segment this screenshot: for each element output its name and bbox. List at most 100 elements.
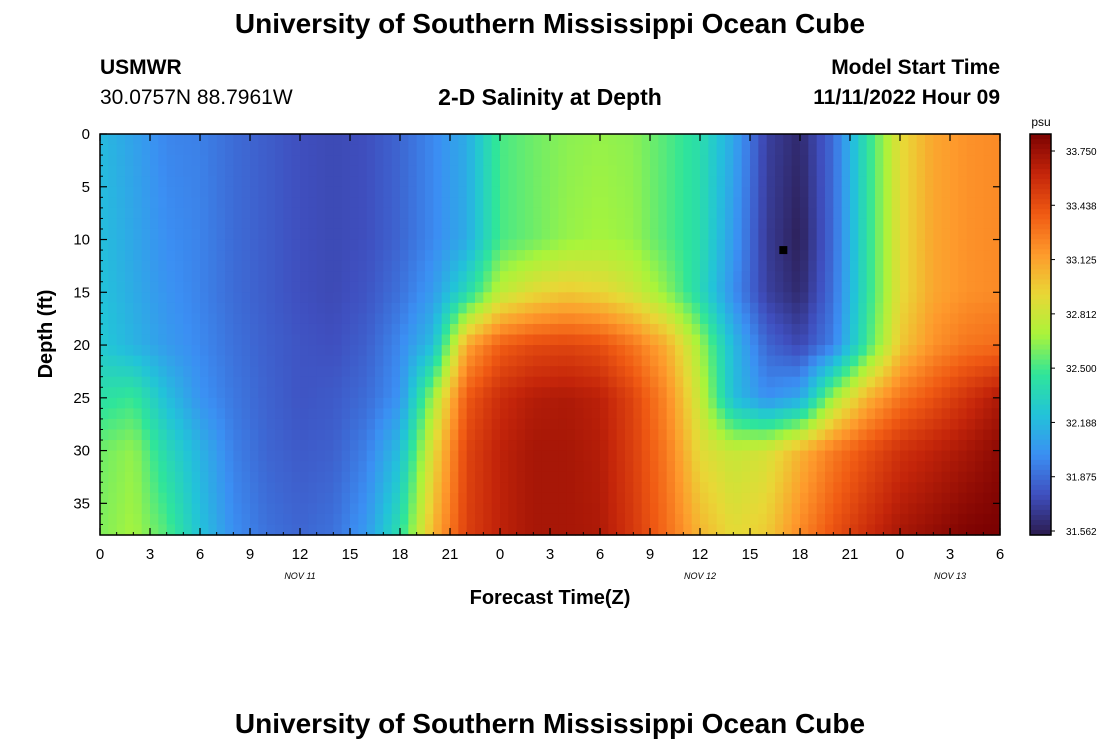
heatmap-cell — [125, 271, 134, 283]
heatmap-cell — [950, 397, 959, 409]
heatmap-cell — [233, 513, 243, 526]
heatmap-cell — [875, 450, 884, 462]
heatmap-cell — [958, 397, 968, 409]
heatmap-cell — [766, 408, 776, 420]
heatmap-cell — [983, 260, 993, 272]
heatmap-cell — [241, 134, 251, 146]
heatmap-cell — [200, 418, 209, 431]
heatmap-cell — [683, 207, 693, 220]
heatmap-cell — [966, 165, 976, 177]
heatmap-cell — [333, 197, 343, 209]
colorbar-band — [1030, 204, 1051, 210]
heatmap-cell — [750, 250, 759, 262]
colorbar-band — [1030, 364, 1051, 371]
heatmap-cell — [641, 144, 651, 156]
heatmap-cell — [566, 440, 576, 452]
heatmap-cell — [225, 260, 234, 272]
heatmap-cell — [841, 397, 851, 409]
heatmap-cell — [391, 429, 401, 441]
heatmap-cell — [433, 313, 443, 325]
heatmap-cell — [833, 186, 843, 198]
heatmap-cell — [200, 334, 209, 346]
heatmap-cell — [591, 408, 601, 420]
heatmap-cell — [175, 334, 184, 346]
colorbar-band — [1030, 339, 1051, 346]
heatmap-cell — [316, 176, 326, 188]
heatmap-cell — [291, 440, 301, 452]
heatmap-cell — [516, 387, 526, 399]
heatmap-cell — [941, 292, 951, 304]
colorbar-band — [1030, 399, 1051, 406]
heatmap-cell — [725, 334, 734, 346]
heatmap-cell — [483, 418, 493, 431]
heatmap-cell — [300, 408, 309, 420]
heatmap-cell — [175, 144, 184, 156]
heatmap-cell — [191, 144, 201, 156]
heatmap-cell — [475, 524, 484, 536]
heatmap-cell — [125, 503, 134, 515]
heatmap-cell — [658, 334, 668, 346]
heatmap-cell — [541, 366, 551, 378]
heatmap-cell — [775, 471, 784, 483]
heatmap-cell — [858, 387, 868, 399]
heatmap-cell — [816, 271, 826, 283]
heatmap-cell — [433, 492, 443, 504]
heatmap-cell — [716, 418, 726, 431]
heatmap-cell — [200, 440, 209, 452]
heatmap-cell — [275, 176, 284, 188]
x-tick-label: 3 — [146, 546, 154, 563]
heatmap-cell — [375, 186, 384, 198]
heatmap-cell — [716, 524, 726, 536]
y-tick-label: 10 — [73, 232, 90, 249]
heatmap-cell — [175, 513, 184, 526]
heatmap-cell — [700, 524, 709, 536]
heatmap-cell — [766, 239, 776, 251]
colorbar-band — [1030, 504, 1051, 511]
heatmap-cell — [925, 387, 934, 399]
heatmap-cell — [891, 440, 901, 452]
heatmap-cell — [258, 471, 268, 483]
heatmap-cell — [475, 482, 484, 494]
heatmap-cell — [358, 218, 368, 230]
heatmap-cell — [566, 418, 576, 431]
heatmap-cell — [541, 440, 551, 452]
heatmap-cell — [291, 144, 301, 156]
heatmap-cell — [950, 313, 959, 325]
heatmap-cell — [966, 228, 976, 241]
colorbar-band — [1030, 429, 1051, 436]
heatmap-cell — [191, 281, 201, 293]
heatmap-cell — [275, 482, 284, 494]
heatmap-cell — [883, 366, 893, 378]
heatmap-cell — [566, 271, 576, 283]
heatmap-cell — [675, 397, 684, 409]
heatmap-cell — [533, 197, 543, 209]
heatmap-cell — [583, 408, 593, 420]
heatmap-cell — [325, 334, 334, 346]
heatmap-cell — [775, 207, 784, 220]
colorbar-band — [1030, 199, 1051, 205]
heatmap-cell — [158, 429, 168, 441]
heatmap-cell — [433, 134, 443, 146]
heatmap-cell — [575, 334, 584, 346]
heatmap-cell — [483, 334, 493, 346]
heatmap-cell — [841, 313, 851, 325]
heatmap-cell — [700, 450, 709, 462]
heatmap-cell — [658, 376, 668, 388]
heatmap-cell — [141, 176, 151, 188]
heatmap-cell — [433, 345, 443, 357]
heatmap-cell — [758, 292, 768, 304]
heatmap-cell — [616, 376, 626, 388]
heatmap-cell — [708, 165, 718, 177]
heatmap-cell — [583, 492, 593, 504]
heatmap-cell — [483, 281, 493, 293]
heatmap-cell — [658, 197, 668, 209]
heatmap-cell — [275, 323, 284, 336]
heatmap-cell — [125, 408, 134, 420]
heatmap-cell — [316, 376, 326, 388]
heatmap-cell — [675, 239, 684, 251]
heatmap-cell — [925, 524, 934, 536]
heatmap-cell — [175, 471, 184, 483]
heatmap-cell — [283, 250, 293, 262]
heatmap-cell — [450, 260, 459, 272]
heatmap-cell — [191, 323, 201, 336]
